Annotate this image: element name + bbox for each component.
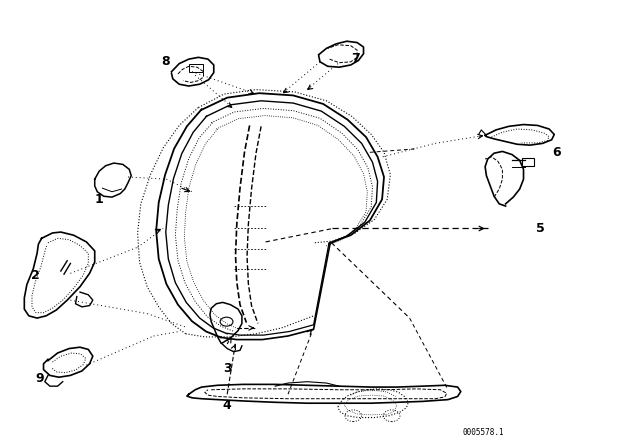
Text: 3: 3 bbox=[223, 362, 232, 375]
Bar bbox=[189, 64, 203, 72]
Text: 8: 8 bbox=[161, 55, 170, 69]
Text: 4: 4 bbox=[223, 399, 232, 412]
Text: 6: 6 bbox=[552, 146, 561, 159]
Text: 2: 2 bbox=[31, 269, 40, 282]
Text: 7: 7 bbox=[351, 52, 360, 65]
Text: 9: 9 bbox=[35, 372, 44, 385]
Text: 1: 1 bbox=[95, 193, 104, 206]
Bar bbox=[522, 158, 534, 166]
Text: 0005578.1: 0005578.1 bbox=[462, 428, 504, 437]
Text: 5: 5 bbox=[536, 222, 545, 235]
